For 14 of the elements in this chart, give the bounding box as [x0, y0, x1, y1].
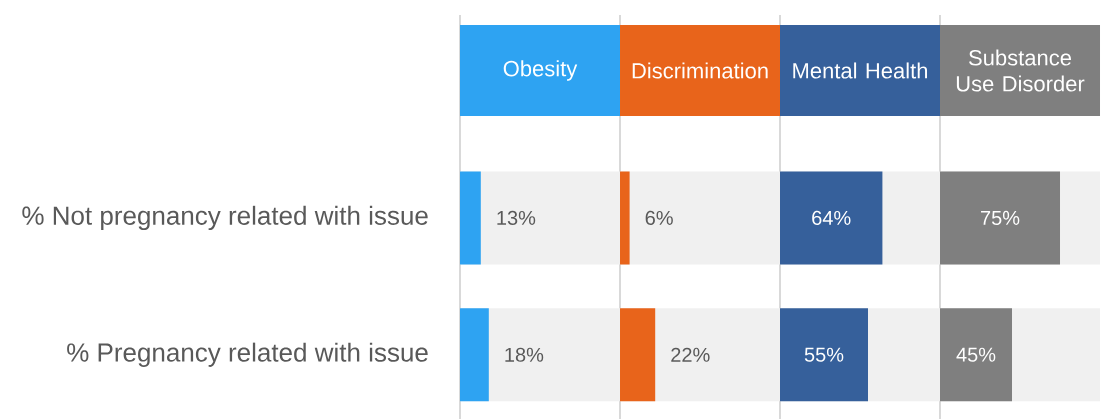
chart-title: Discrimination: [632, 62, 768, 79]
data-label: 18%: [505, 347, 544, 362]
data-label: 55%: [804, 347, 844, 362]
chart-title: Obesity: [503, 60, 578, 81]
data-label: 6%: [645, 210, 673, 225]
data-label: 13%: [497, 210, 536, 225]
data-label: 22%: [671, 347, 710, 362]
data-label: 45%: [956, 347, 996, 362]
data-label: 64%: [812, 210, 851, 225]
chart-title: Mental Health: [793, 62, 928, 79]
chart-title: Substance Use Disorder: [956, 49, 1085, 92]
data-label: 75%: [981, 210, 1020, 225]
y-tick-label: % Pregnancy related with issue: [67, 342, 428, 367]
y-tick-label: % Not pregnancy related with issue: [22, 205, 428, 231]
